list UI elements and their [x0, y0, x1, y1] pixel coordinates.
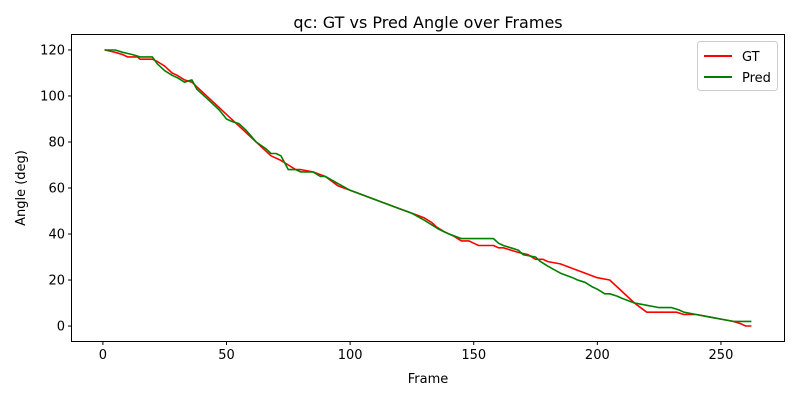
- y-tick-label: 20: [48, 274, 65, 289]
- x-tick-label: 50: [218, 348, 235, 363]
- x-axis-title: Frame: [408, 372, 449, 387]
- legend-gt-label: GT: [742, 50, 760, 65]
- y-tick-label: 120: [40, 43, 65, 58]
- y-tick-label: 80: [48, 135, 65, 150]
- y-tick-label: 100: [40, 89, 65, 104]
- y-axis: 0 20 40 60 80 100 120: [40, 43, 72, 335]
- legend-pred-label: Pred: [742, 71, 771, 86]
- x-tick-label: 250: [709, 348, 734, 363]
- legend: GT Pred: [697, 41, 778, 91]
- y-tick-label: 60: [48, 182, 65, 197]
- y-tick-label: 0: [57, 320, 65, 335]
- series-line-pred: [104, 49, 752, 323]
- x-tick-label: 200: [585, 348, 610, 363]
- series-layer: [104, 49, 752, 327]
- x-tick-label: 100: [338, 348, 363, 363]
- y-axis-title: Angle (deg): [14, 150, 29, 226]
- x-axis: 0 50 100 150 200 250: [99, 341, 734, 363]
- x-tick-label: 0: [99, 348, 107, 363]
- legend-box: [697, 41, 778, 91]
- y-tick-label: 40: [48, 228, 65, 243]
- chart-title: qc: GT vs Pred Angle over Frames: [293, 13, 562, 32]
- x-tick-label: 150: [461, 348, 486, 363]
